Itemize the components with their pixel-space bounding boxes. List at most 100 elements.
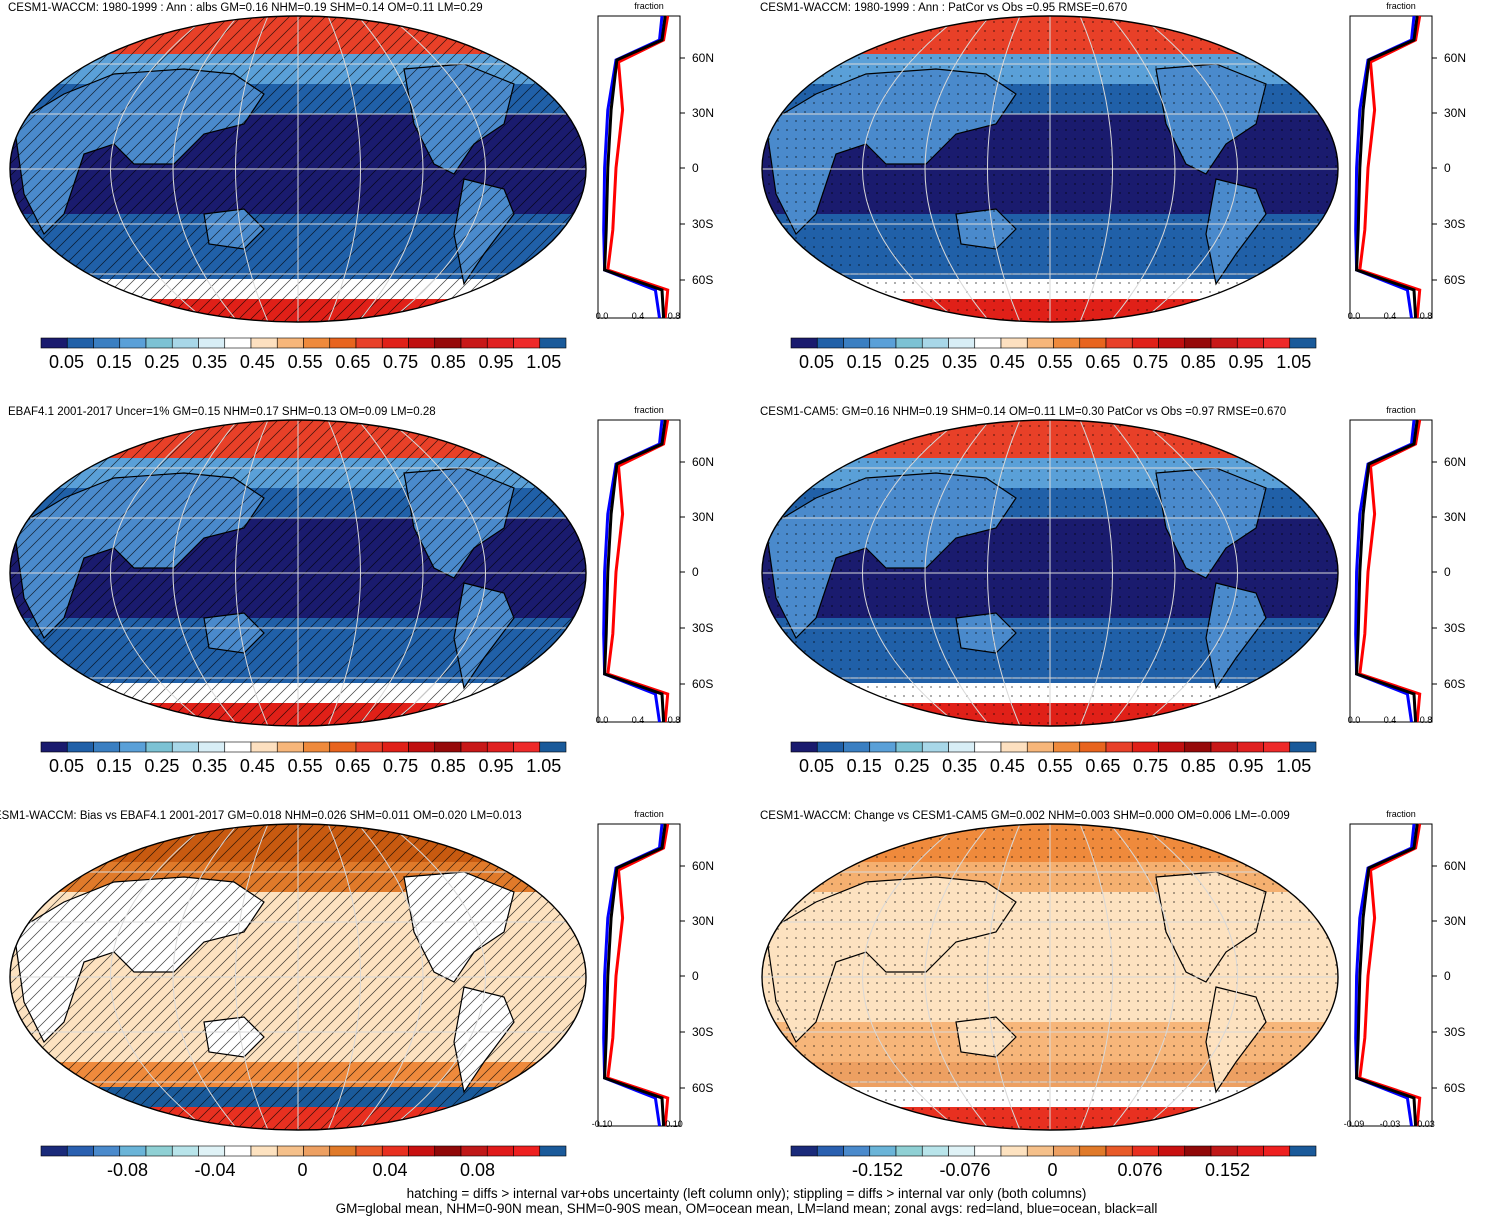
field-band [762,862,1338,892]
colorbar-tick-label: 1.05 [1276,352,1312,372]
colorbar-swatch [539,741,567,753]
hatch-line [91,16,413,322]
hatch-line [91,420,413,726]
colorbar-labels: 0.05 0.15 0.25 0.35 0.45 0.55 0.65 0.75 0.85 0.95… [40,756,565,778]
colorbar-swatch [66,741,94,753]
graticule [762,824,1338,1130]
colorbar-tick-label: 0.15 [96,756,132,776]
graticule [10,420,586,726]
field-band [762,703,1338,726]
colorbar-swatch [145,337,173,349]
lat-tick-label: 30S [692,1025,713,1039]
hatch-line [10,824,209,1130]
hatch-line [391,16,586,322]
colorbar-swatch [66,1145,94,1157]
hatch-line [211,16,533,322]
colorbar-tick-label: 0.65 [335,756,371,776]
hatch-line [115,16,437,322]
hatch-line [223,420,545,726]
colorbar-swatch [1158,1145,1186,1157]
hatch-line [10,420,233,726]
colorbar-swatch [974,1145,1002,1157]
hatch-line [10,420,269,726]
colorbar-swatch [1210,1145,1238,1157]
colorbar-swatch [869,741,897,753]
hatch-line [10,16,221,322]
zonal-xlabel: fraction [634,809,664,819]
panel-title: CESM1-WACCM: 1980-1999 : Ann : PatCor vs… [760,2,1128,14]
colorbar-swatch [250,741,278,753]
colorbar-tick-label: 0.35 [192,756,228,776]
field-band [762,54,1338,84]
caption-line-2: GM=global mean, NHM=0-90N mean, SHM=0-90… [335,1201,1158,1216]
colorbar-tick-label: 0.45 [989,352,1025,372]
continent-outline [1205,986,1267,1094]
colorbar-tick-label: 0.85 [430,352,466,372]
colorbar-swatch [434,1145,462,1157]
lat-tick-label: 30S [1444,1025,1465,1039]
hatch-line [403,824,586,1130]
graticule [10,824,586,1130]
colorbar-swatch [843,741,871,753]
field-band [762,458,1338,488]
panel-title: CESM1-WACCM: Change vs CESM1-CAM5 GM=0.0… [760,810,1290,822]
colorbar-tick-label: 1.05 [1276,756,1312,776]
colorbar-swatch [513,741,541,753]
colorbar-swatch [381,337,409,349]
hatch-line [139,16,461,322]
hatch-line [211,824,533,1130]
colorbar-swatch [224,337,252,349]
lat-tick-label: 0 [692,565,699,579]
lat-tick-label: 60S [1444,273,1465,287]
field-band [10,420,586,458]
lat-tick-label: 30N [1444,914,1466,928]
panel-title: EBAF4.1 2001-2017 Uncer=1% GM=0.15 NHM=0… [8,406,436,418]
colorbar-swatch [198,337,226,349]
zonal-mean-plot: fraction 60N 30N 0 30S 60S -0.09 -0.03 0.03 [1344,809,1466,1128]
hatch-line [103,824,425,1130]
zonal-xlabel: fraction [634,405,664,415]
panel-4: CESM1-CAM5: GM=0.16 NHM=0.19 SHM=0.14 OM… [752,404,1492,804]
hatch-line [10,420,209,726]
colorbar-tick-label: 0.25 [144,352,180,372]
colorbar-swatch [895,337,923,349]
colorbar-swatch [974,741,1002,753]
field-band [762,1022,1338,1062]
field-band [10,1087,586,1107]
field-band [762,824,1338,862]
colorbar-swatch [355,741,383,753]
colorbar-swatch [1105,337,1133,349]
lat-tick-label: 0 [1444,565,1451,579]
colorbar-tick-label: 0.55 [1037,756,1073,776]
colorbar-swatch [119,741,147,753]
colorbar-swatch [895,741,923,753]
lat-tick-label: 30N [692,510,714,524]
hatch-line [187,420,509,726]
colorbar-swatch [1053,741,1081,753]
colorbar-swatch [816,1145,844,1157]
hatch-line [67,16,389,322]
panel-6: CESM1-WACCM: Change vs CESM1-CAM5 GM=0.0… [752,808,1492,1208]
colorbar [40,1145,567,1157]
field-band [10,54,586,84]
colorbar-swatch [1000,741,1028,753]
colorbar-swatch [355,1145,383,1157]
field-band [762,618,1338,658]
field-band [762,214,1338,254]
field-band [10,862,586,892]
colorbar-tick-label: 0.35 [192,352,228,372]
field-band [762,563,1338,618]
hatch-line [319,420,586,726]
robinson-map [9,419,587,727]
colorbar-tick-label: 0.35 [942,352,978,372]
hatch-line [415,824,586,1130]
colorbar-swatch [869,337,897,349]
colorbar-swatch [171,337,199,349]
field-band [762,1107,1338,1130]
colorbar-swatch [816,337,844,349]
colorbar-swatch [948,337,976,349]
colorbar-swatch [1210,337,1238,349]
colorbar-tick-label: -0.076 [939,1160,991,1180]
hatch-line [427,420,586,726]
lat-tick-label: 0 [692,969,699,983]
